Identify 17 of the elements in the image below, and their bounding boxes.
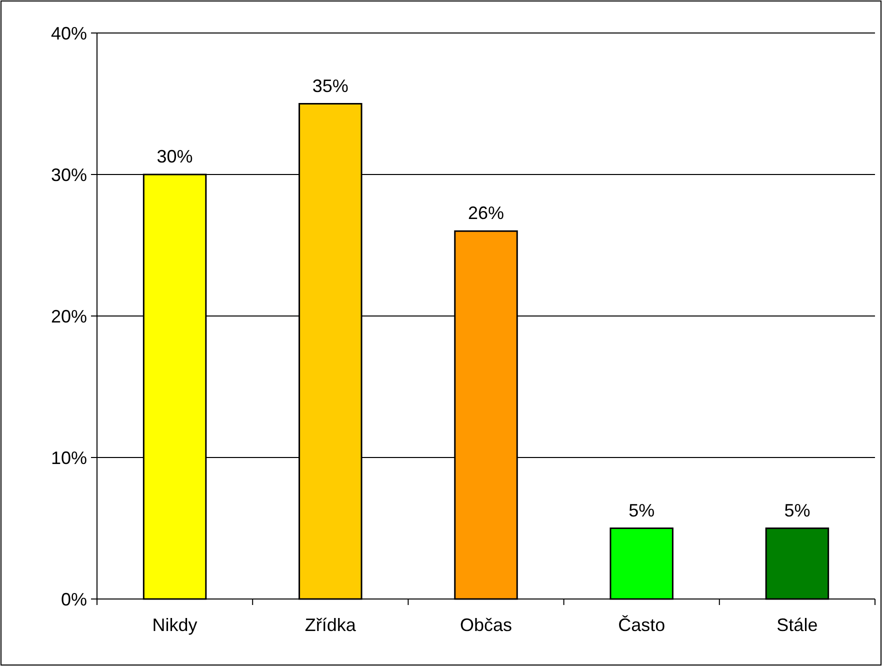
y-tick-label: 30% [50, 164, 87, 185]
x-tick-label: Často [618, 615, 666, 635]
bar [765, 528, 830, 600]
y-tick-label: 10% [50, 448, 87, 468]
x-tick-label: Stále [776, 615, 818, 635]
data-label: 5% [784, 500, 810, 520]
x-tick-label: Zřídka [304, 615, 357, 635]
y-tick-label: 0% [60, 589, 87, 610]
bar [610, 528, 674, 600]
data-label: 5% [628, 500, 655, 520]
x-tick-label: Občas [460, 615, 512, 635]
x-tick-label: Nikdy [152, 615, 198, 635]
data-label: 26% [468, 203, 504, 224]
data-label: 30% [156, 146, 193, 166]
y-tick-label: 20% [50, 306, 87, 326]
y-tick-label: 40% [50, 23, 87, 44]
data-label: 35% [312, 76, 348, 96]
